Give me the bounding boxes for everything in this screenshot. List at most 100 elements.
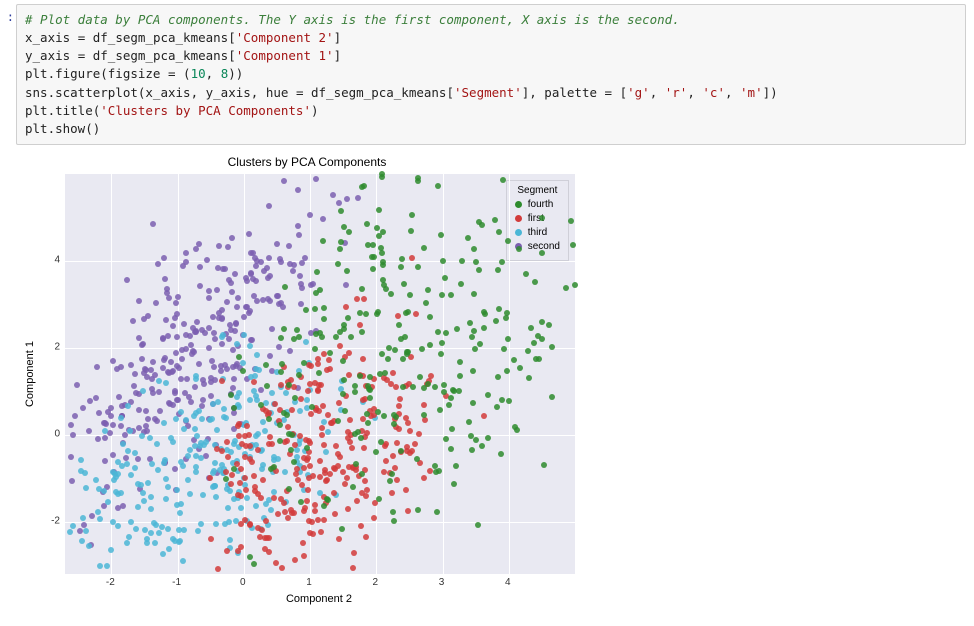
data-point (83, 528, 89, 534)
data-point (423, 300, 429, 306)
data-point (183, 417, 189, 423)
data-point (165, 526, 171, 532)
data-point (299, 285, 305, 291)
data-point (154, 441, 160, 447)
data-point (516, 246, 522, 252)
data-point (282, 284, 288, 290)
data-point (324, 477, 330, 483)
data-point (296, 232, 302, 238)
data-point (292, 395, 298, 401)
data-point (355, 195, 361, 201)
data-point (148, 530, 154, 536)
data-point (251, 561, 257, 567)
data-point (381, 413, 387, 419)
data-point (251, 379, 257, 385)
data-point (115, 505, 121, 511)
legend-item: first (515, 212, 560, 226)
data-point (207, 475, 213, 481)
data-point (500, 177, 506, 183)
data-point (227, 537, 233, 543)
data-point (313, 331, 319, 337)
data-point (110, 358, 116, 364)
data-point (315, 361, 321, 367)
data-point (225, 244, 231, 250)
data-point (258, 402, 264, 408)
data-point (352, 389, 358, 395)
data-point (199, 416, 205, 422)
data-point (198, 455, 204, 461)
data-point (321, 503, 327, 509)
data-point (344, 196, 350, 202)
data-point (339, 526, 345, 532)
data-point (572, 282, 578, 288)
data-point (264, 535, 270, 541)
data-point (227, 322, 233, 328)
data-point (226, 336, 232, 342)
data-point (233, 321, 239, 327)
data-point (247, 554, 253, 560)
data-point (231, 405, 237, 411)
data-point (265, 296, 271, 302)
data-point (72, 413, 78, 419)
data-point (568, 218, 574, 224)
data-point (415, 507, 421, 513)
data-point (123, 455, 129, 461)
data-point (188, 399, 194, 405)
data-point (193, 464, 199, 470)
data-point (155, 261, 161, 267)
data-point (104, 563, 110, 569)
data-point (390, 509, 396, 515)
code-editor[interactable]: # Plot data by PCA components. The Y axi… (16, 4, 966, 145)
data-point (371, 515, 377, 521)
data-point (351, 550, 357, 556)
data-point (118, 415, 124, 421)
data-point (174, 487, 180, 493)
data-point (275, 456, 281, 462)
data-point (421, 402, 427, 408)
data-point (337, 454, 343, 460)
data-point (376, 207, 382, 213)
data-point (258, 387, 264, 393)
data-point (197, 264, 203, 270)
data-point (315, 517, 321, 523)
data-point (439, 340, 445, 346)
data-point (179, 356, 185, 362)
data-point (185, 453, 191, 459)
data-point (536, 356, 542, 362)
data-point (232, 271, 238, 277)
data-point (398, 336, 404, 342)
data-point (86, 428, 92, 434)
data-point (263, 408, 269, 414)
data-point (366, 386, 372, 392)
data-point (360, 356, 366, 362)
data-point (141, 498, 147, 504)
data-point (162, 355, 168, 361)
data-point (195, 528, 201, 534)
data-point (140, 490, 146, 496)
data-point (395, 313, 401, 319)
data-point (297, 408, 303, 414)
data-point (232, 328, 238, 334)
data-point (481, 413, 487, 419)
data-point (427, 314, 433, 320)
data-point (361, 445, 367, 451)
data-point (308, 363, 314, 369)
data-point (298, 301, 304, 307)
data-point (459, 258, 465, 264)
legend-item: third (515, 226, 560, 240)
data-point (353, 461, 359, 467)
data-point (448, 446, 454, 452)
data-point (435, 183, 441, 189)
data-point (110, 422, 116, 428)
data-point (405, 309, 411, 315)
data-point (298, 499, 304, 505)
data-point (128, 472, 134, 478)
data-point (87, 398, 93, 404)
data-point (97, 563, 103, 569)
data-point (421, 412, 427, 418)
data-point (539, 319, 545, 325)
data-point (160, 551, 166, 557)
data-point (132, 371, 138, 377)
data-point (294, 466, 300, 472)
data-point (152, 540, 158, 546)
